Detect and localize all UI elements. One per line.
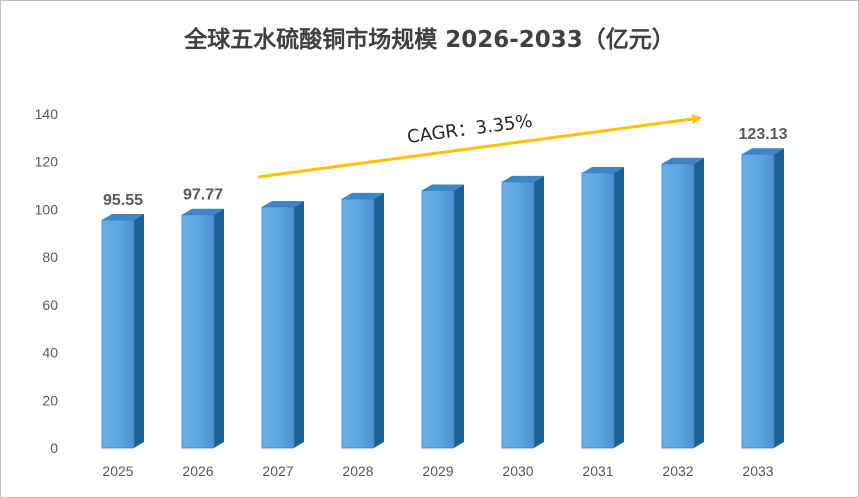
bar-side — [454, 184, 464, 449]
y-tick-label: 60 — [42, 297, 58, 313]
bar-side — [534, 175, 544, 448]
bar-side — [694, 157, 704, 449]
bar-top — [742, 148, 784, 155]
bar-2028 — [341, 192, 384, 449]
bar-front — [341, 198, 375, 449]
x-tick-label: 2029 — [422, 463, 453, 479]
bar-top — [102, 214, 144, 221]
bar-2025 — [101, 214, 144, 449]
bar-side — [134, 214, 144, 448]
bar-2027 — [261, 200, 304, 449]
x-tick-label: 2030 — [502, 463, 533, 479]
bar-top — [262, 200, 304, 207]
bar-top — [582, 166, 624, 173]
bar-front — [421, 190, 455, 449]
x-tick-label: 2028 — [342, 463, 373, 479]
y-tick-label: 120 — [35, 154, 59, 170]
bar-2031 — [581, 166, 624, 449]
data-label: 123.13 — [739, 126, 788, 143]
y-tick-label: 100 — [35, 201, 59, 217]
y-tick-label: 40 — [42, 345, 58, 361]
bar-side — [614, 166, 624, 448]
x-tick-label: 2033 — [742, 463, 773, 479]
bar-side — [374, 192, 384, 448]
x-tick-label: 2027 — [262, 463, 293, 479]
data-label: 95.55 — [103, 192, 143, 209]
bar-2030 — [501, 175, 544, 449]
x-tick-label: 2032 — [662, 463, 693, 479]
x-tick-label: 2026 — [182, 463, 213, 479]
bar-top — [502, 175, 544, 182]
bar-top — [422, 184, 464, 191]
bar-2026 — [181, 208, 224, 449]
bar-front — [101, 219, 135, 449]
x-tick-label: 2025 — [102, 463, 133, 479]
bar-top — [662, 157, 704, 164]
cagr-arrow — [257, 114, 702, 179]
bar-front — [181, 214, 215, 449]
bar-side — [214, 208, 224, 448]
bar-front — [261, 206, 295, 449]
y-tick-label: 20 — [42, 392, 58, 408]
y-tick-label: 80 — [42, 249, 58, 265]
bar-front — [741, 153, 775, 449]
bar-2033 — [741, 148, 784, 449]
bar-2029 — [421, 184, 464, 449]
data-label: 97.77 — [183, 187, 223, 204]
bar-top — [182, 208, 224, 215]
bar-front — [501, 181, 535, 449]
bar-side — [294, 200, 304, 448]
y-tick-label: 140 — [35, 106, 59, 122]
bar-front — [661, 163, 695, 449]
x-tick-label: 2031 — [582, 463, 613, 479]
chart-title: 全球五水硫酸铜市场规模 2026-2033（亿元） — [184, 27, 675, 53]
y-tick-label: 0 — [50, 440, 58, 456]
bar-2032 — [661, 157, 704, 449]
bar-side — [774, 148, 784, 448]
bar-top — [342, 192, 384, 199]
bar-front — [581, 172, 615, 449]
